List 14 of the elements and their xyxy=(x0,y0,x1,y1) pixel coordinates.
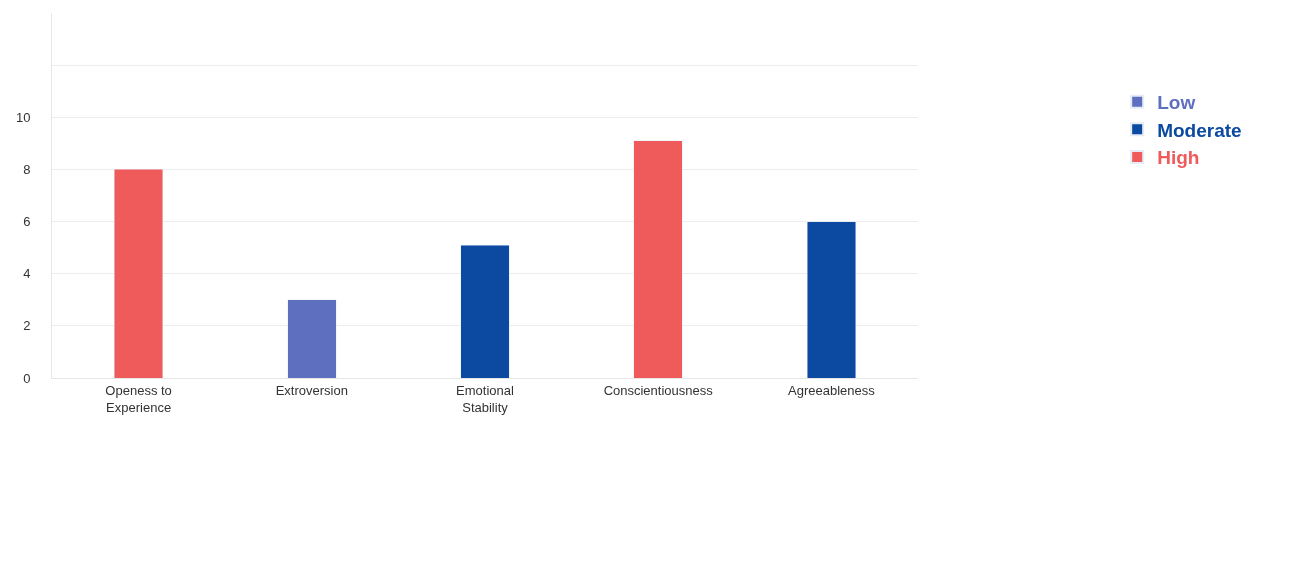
x-tick-label: Emotional Stability xyxy=(456,382,515,415)
legend-label: Moderate xyxy=(1157,119,1242,141)
y-tick-label: 4 xyxy=(23,266,31,282)
legend-label: High xyxy=(1157,147,1200,169)
legend-label: Low xyxy=(1157,92,1196,114)
x-tick-label: Agreeableness xyxy=(788,382,876,398)
y-tick-label: 0 xyxy=(23,370,31,386)
y-tick-label: 2 xyxy=(23,318,31,334)
x-tick-label: Openess to Experience xyxy=(105,382,172,415)
x-tick-label: Conscientiousness xyxy=(603,382,714,398)
y-tick-label: 10 xyxy=(15,109,31,125)
x-tick-label: Extroversion xyxy=(275,382,348,398)
y-tick-label: 6 xyxy=(23,214,31,230)
y-tick-label: 8 xyxy=(23,161,31,177)
